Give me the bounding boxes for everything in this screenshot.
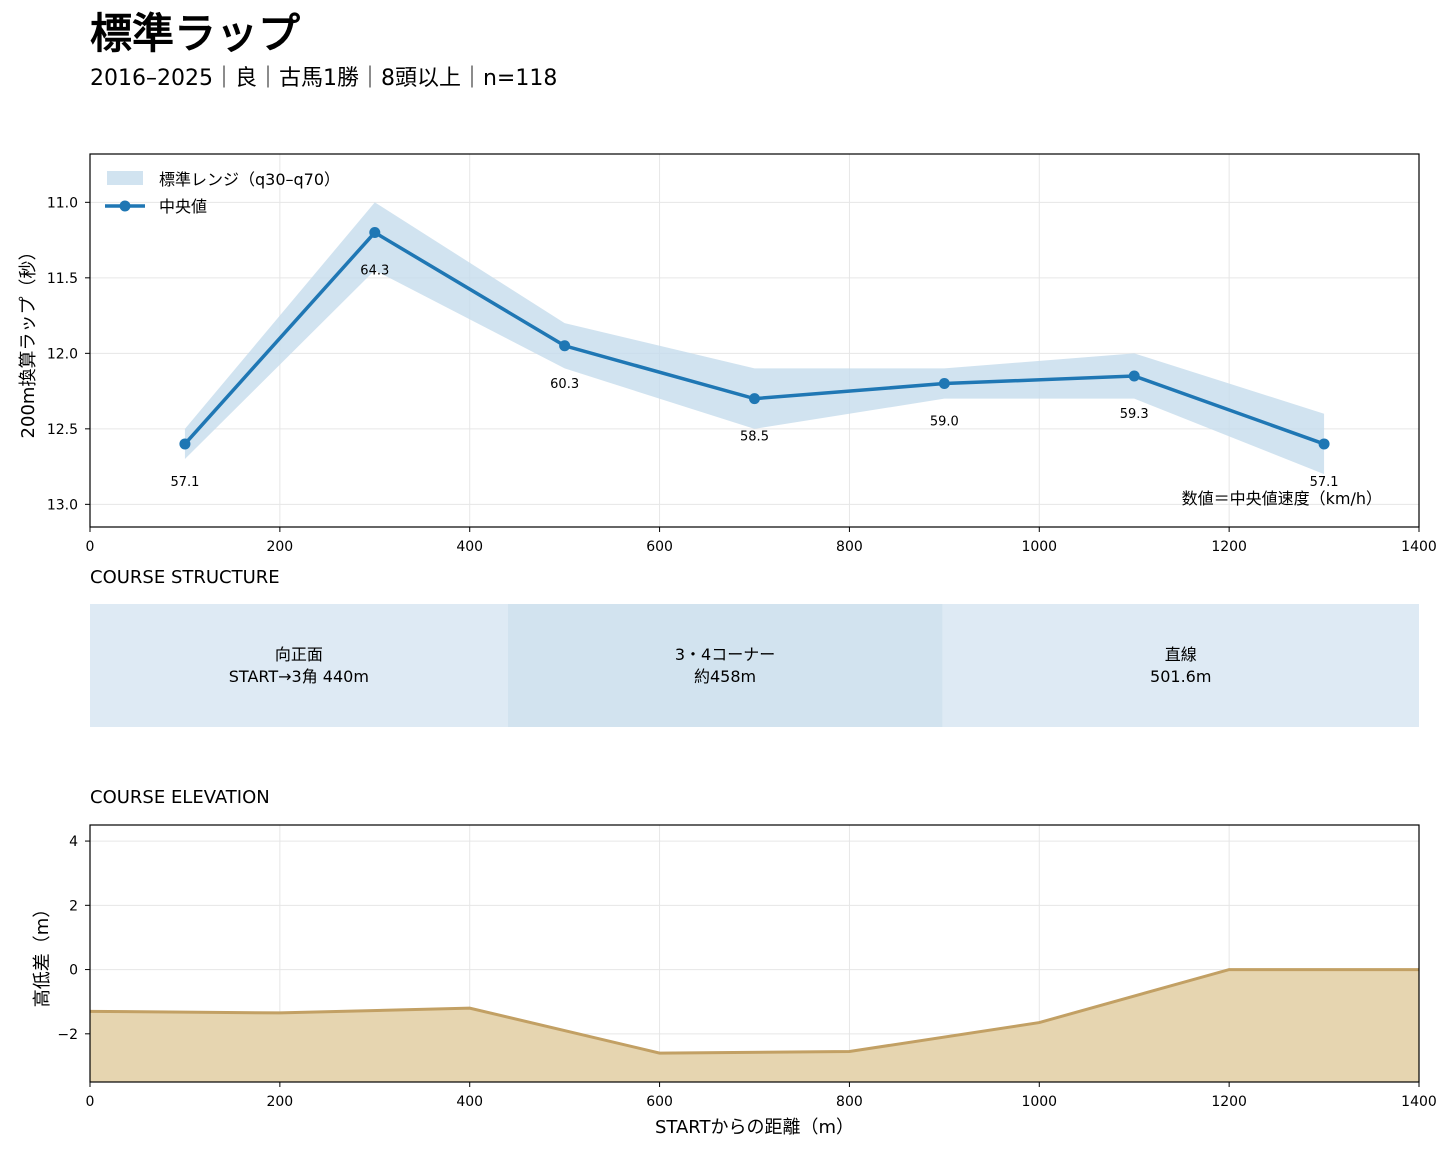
lap-x-tick-label: 1200: [1211, 539, 1247, 555]
speed-label: 59.3: [1120, 407, 1149, 422]
elev-x-axis-label: STARTからの距離（m）: [655, 1117, 854, 1138]
lap-y-tick-label: 11.0: [47, 195, 78, 211]
lap-x-tick-label: 600: [646, 539, 673, 555]
elev-x-tick-label: 1000: [1021, 1094, 1057, 1110]
lap-y-tick-label: 11.5: [47, 271, 78, 287]
elevation-line: [89, 968, 1419, 1055]
speed-label: 57.1: [170, 475, 199, 490]
elevation-area: [90, 969, 1419, 1082]
course-segment: [942, 604, 1419, 727]
course-segment-name: 向正面: [275, 645, 323, 664]
lap-y-tick-label: 12.0: [47, 346, 78, 362]
speed-label: 58.5: [740, 430, 769, 445]
course-segment-length: 501.6m: [1150, 667, 1211, 686]
course-segment: [90, 604, 508, 727]
elev-x-tick-label: 400: [456, 1094, 483, 1110]
lap-x-tick-label: 1400: [1401, 539, 1437, 555]
legend-band-swatch: [107, 171, 143, 185]
lap-x-tick-label: 0: [86, 539, 95, 555]
median-point: [179, 438, 191, 450]
course-segment-length: 約458m: [694, 667, 756, 686]
elevation-chart: COURSE ELEVATION 0 200 400 600 800 1000 1200 140…: [32, 787, 1437, 1138]
course-segment-length: START→3角 440m: [229, 667, 369, 686]
median-point: [749, 393, 760, 405]
elev-x-tick-label: 0: [86, 1094, 95, 1110]
standard-range-band: [184, 202, 1325, 475]
lap-x-tick-label: 400: [456, 539, 483, 555]
lap-x-tick-label: 200: [266, 539, 293, 555]
elev-x-tick-label: 200: [266, 1094, 293, 1110]
elev-y-tick-label: 0: [69, 963, 78, 979]
elev-x-tick-label: 1400: [1401, 1094, 1437, 1110]
page-subtitle: 2016–2025｜良｜古馬1勝｜8頭以上｜n=118: [90, 66, 558, 91]
elev-x-tick-label: 800: [836, 1094, 863, 1110]
legend-band-label: 標準レンジ（q30–q70）: [159, 170, 340, 189]
speed-annotation: 数値＝中央値速度（km/h）: [1182, 489, 1382, 508]
median-point: [559, 340, 571, 352]
course-segment-name: 直線: [1165, 645, 1197, 664]
elev-y-tick-label: −2: [57, 1027, 78, 1043]
elev-y-tick-label: 4: [69, 834, 78, 850]
elev-x-tick-label: 600: [646, 1094, 673, 1110]
lap-frame: [89, 153, 1420, 528]
course-structure-title: COURSE STRUCTURE: [90, 567, 280, 588]
speed-label: 64.3: [360, 264, 389, 279]
speed-label: 59.0: [930, 415, 959, 430]
elev-frame: [89, 824, 1420, 1083]
legend-line-label: 中央値: [159, 197, 207, 216]
course-segment: [507, 604, 943, 727]
elev-x-tick-label: 1200: [1211, 1094, 1247, 1110]
lap-y-tick-label: 12.5: [47, 422, 78, 438]
median-point: [1128, 370, 1140, 382]
lap-y-axis-label: 200m換算ラップ（秒）: [18, 243, 39, 439]
lap-x-tick-label: 1000: [1021, 539, 1057, 555]
legend-line-marker: [119, 200, 131, 212]
page-title: 標準ラップ: [90, 9, 301, 58]
course-structure: COURSE STRUCTURE 向正面 START→3角 440m 3・4コーナー約…: [90, 567, 1419, 727]
median-point: [1318, 438, 1330, 450]
elev-y-axis-label: 高低差（m）: [32, 900, 53, 1008]
median-point: [369, 227, 381, 239]
speed-label: 60.3: [550, 377, 579, 392]
speed-label: 57.1: [1310, 475, 1339, 490]
median-point: [938, 378, 950, 390]
course-segment-name: 3・4コーナー: [675, 645, 775, 664]
lap-x-tick-label: 800: [836, 539, 863, 555]
course-elevation-title: COURSE ELEVATION: [90, 787, 270, 808]
lap-chart: 57.1 64.3 60.3 58.5 59.0 59.3 57.1 0 200 400 600 80…: [18, 153, 1437, 555]
elev-y-tick-label: 2: [69, 898, 78, 914]
lap-y-tick-label: 13.0: [47, 497, 78, 513]
